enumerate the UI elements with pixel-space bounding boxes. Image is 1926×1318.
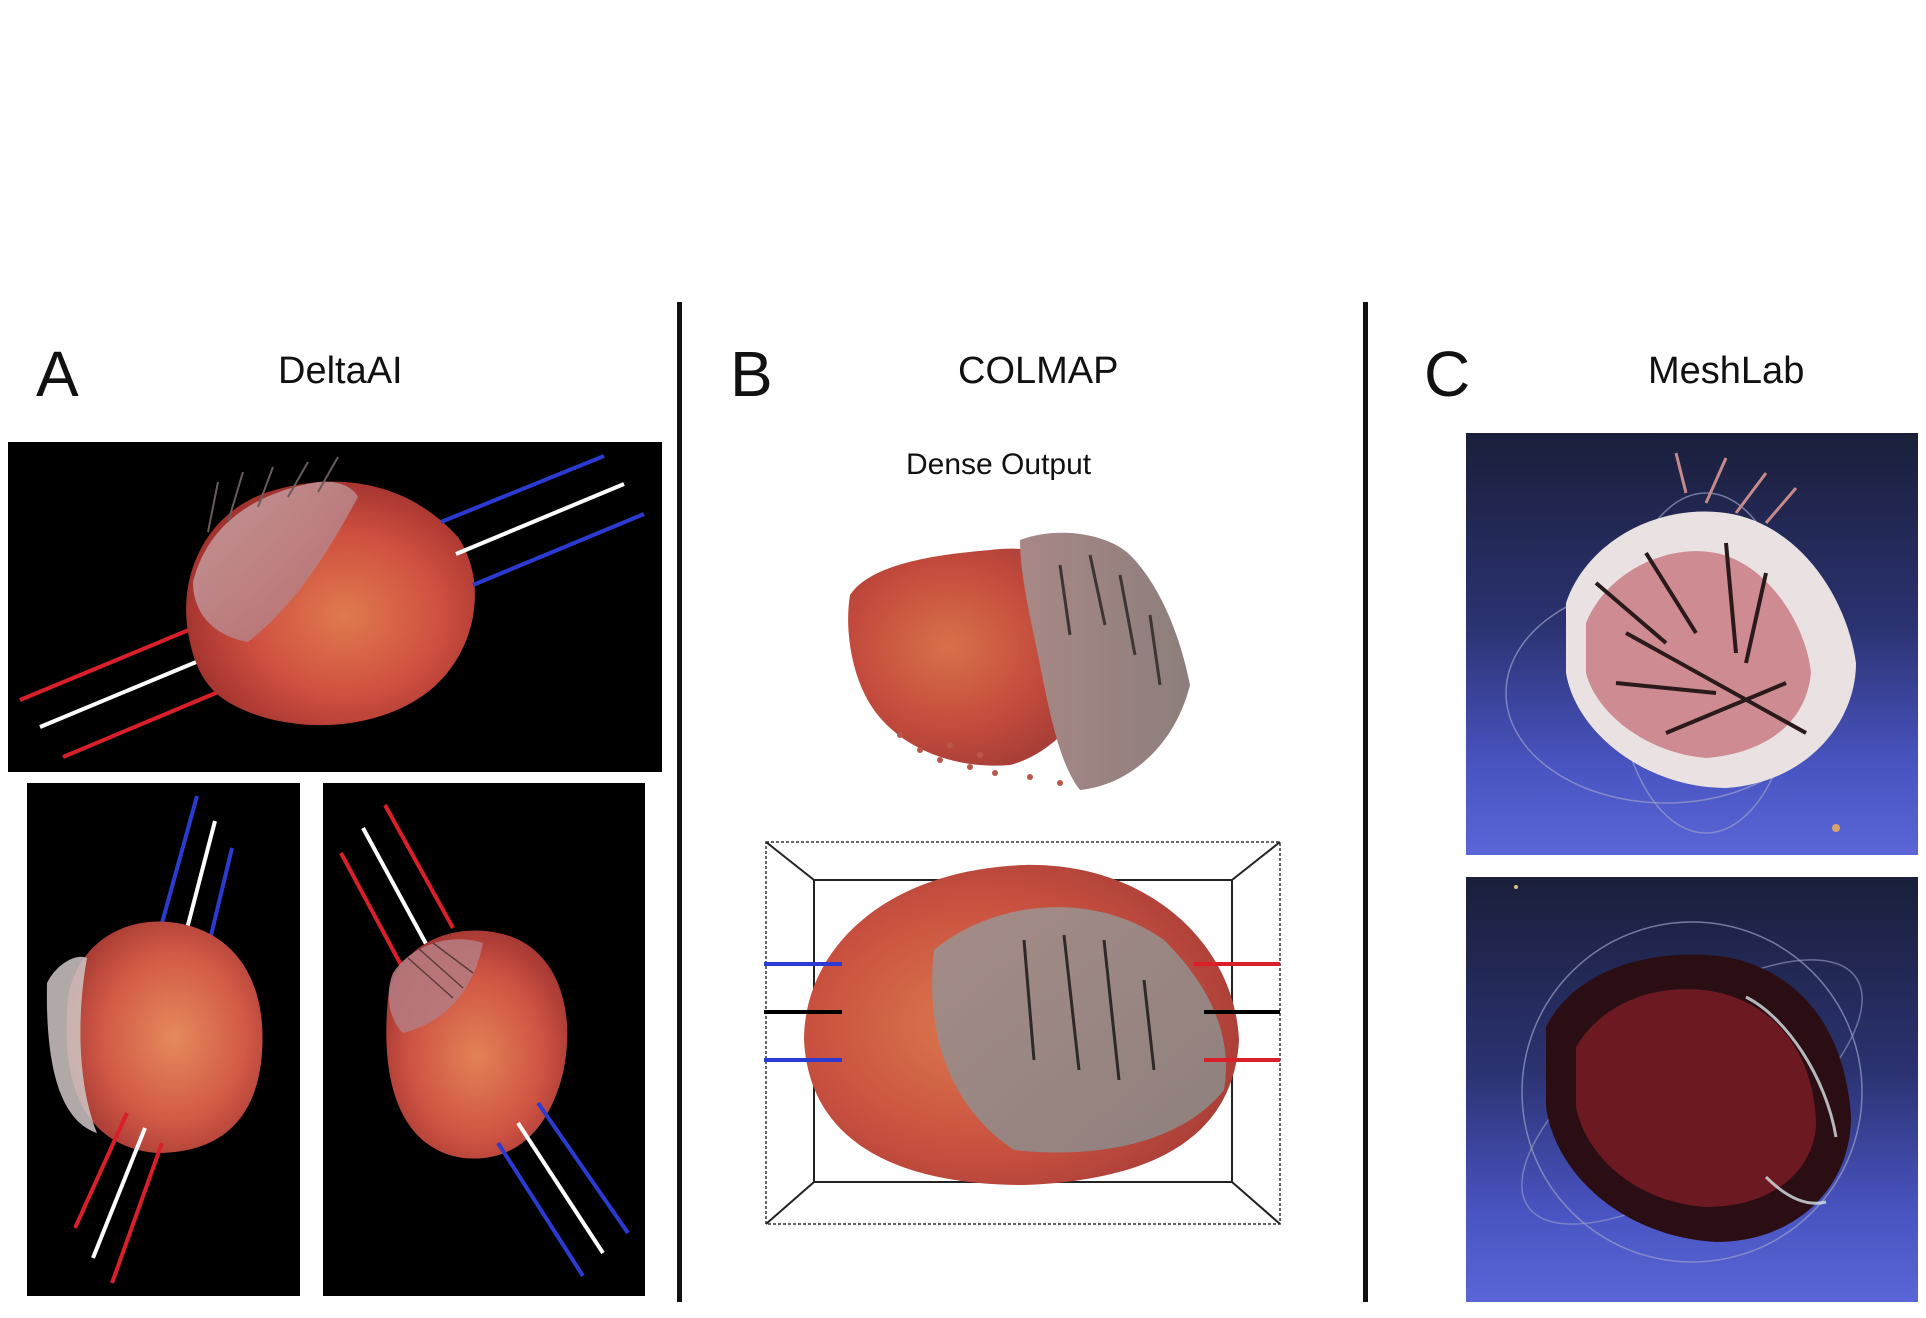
panel-letter-b: B (730, 338, 773, 410)
panel-letter-a: A (36, 338, 79, 410)
panel-title-b: COLMAP (958, 350, 1119, 392)
colmap-dense-output-image (830, 515, 1210, 805)
deltaai-side-view-right-image (323, 783, 645, 1296)
panel-title-a: DeltaAI (278, 350, 403, 392)
meshlab-top-view-image (1466, 433, 1918, 855)
panel-letter-c: C (1424, 338, 1471, 410)
panel-divider-bc (1363, 302, 1368, 1302)
deltaai-side-view-left-image (27, 783, 300, 1296)
dense-output-label: Dense Output (906, 448, 1092, 481)
panel-title-c: MeshLab (1648, 350, 1805, 392)
meshlab-bottom-view-image (1466, 877, 1918, 1302)
panel-divider-ab (677, 302, 682, 1302)
deltaai-top-view-image (8, 442, 662, 772)
colmap-bounding-box-image (764, 840, 1284, 1228)
